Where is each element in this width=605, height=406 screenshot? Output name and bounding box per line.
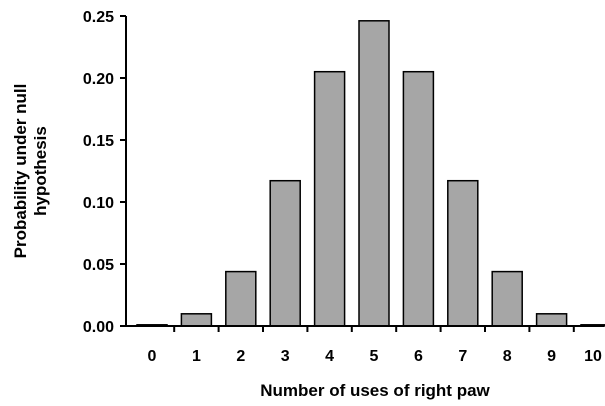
bar-2 [225,270,257,327]
y-tick-label: 0.05 [83,257,114,274]
bar-5 [358,20,390,327]
bar-3 [269,179,301,327]
bar-9 [535,313,568,327]
x-tick-label: 0 [148,348,157,365]
x-tick-label: 1 [192,348,201,365]
bar-8 [491,270,523,327]
bar-4 [313,70,346,327]
x-tick-label: 7 [458,348,467,365]
y-axis-title-line-1: Probability under null [11,84,30,259]
y-ticks-group: 0.00 0.05 0.10 0.15 0.20 0.25 [83,9,126,336]
bar-1 [180,313,213,327]
bars-group [136,20,605,327]
x-axis-title: Number of uses of right paw [260,381,490,400]
x-tick-label: 8 [503,348,512,365]
y-tick-label: 0.00 [83,319,114,336]
x-tick-label: 5 [370,348,379,365]
x-tick-label: 6 [414,348,423,365]
x-ticks-group: 0 1 2 3 4 5 6 7 8 9 10 [148,326,602,365]
x-tick-label: 4 [325,348,334,365]
y-tick-label: 0.15 [83,133,114,150]
x-tick-label: 2 [236,348,245,365]
bar-7 [447,179,479,327]
x-tick-label: 10 [584,348,602,365]
x-tick-label: 9 [547,348,556,365]
y-tick-label: 0.20 [83,71,114,88]
bar-6 [402,70,435,327]
y-tick-label: 0.10 [83,195,114,212]
y-axis-title-line-2: hypothesis [31,126,50,216]
y-tick-label: 0.25 [83,9,114,26]
x-tick-label: 3 [281,348,290,365]
